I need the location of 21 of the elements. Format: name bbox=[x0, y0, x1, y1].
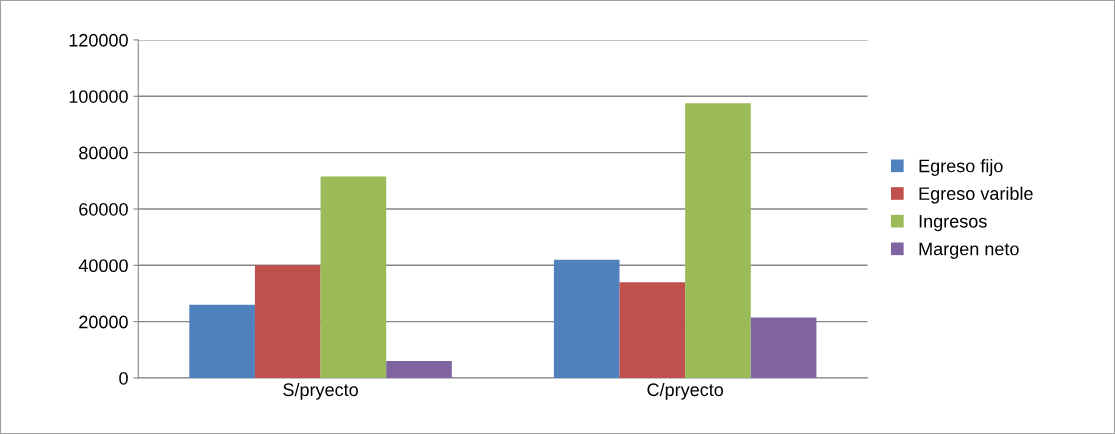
x-tick-label: S/pryecto bbox=[283, 382, 358, 400]
y-tick-label: 20000 bbox=[79, 315, 128, 329]
y-tick-label: 120000 bbox=[69, 33, 128, 47]
legend-label: Ingresos bbox=[919, 215, 987, 232]
y-tick-label: 100000 bbox=[69, 90, 128, 103]
y-tick-label: 80000 bbox=[79, 146, 128, 160]
bar bbox=[553, 259, 620, 379]
bar bbox=[750, 317, 817, 379]
y-tick-label: 60000 bbox=[79, 202, 128, 216]
legend-label: Margen neto bbox=[919, 242, 1019, 259]
bar bbox=[386, 361, 452, 379]
bar bbox=[320, 176, 387, 379]
bar bbox=[189, 304, 255, 379]
legend-label: Egreso varible bbox=[919, 186, 1033, 204]
bar bbox=[254, 265, 321, 379]
legend-label: Egreso fijo bbox=[919, 159, 1003, 176]
y-tick-label: 40000 bbox=[78, 259, 128, 273]
y-tick-label: 0 bbox=[119, 371, 128, 385]
bar bbox=[685, 103, 751, 379]
bar bbox=[619, 282, 686, 379]
x-tick-label: C/pryecto bbox=[647, 382, 724, 400]
